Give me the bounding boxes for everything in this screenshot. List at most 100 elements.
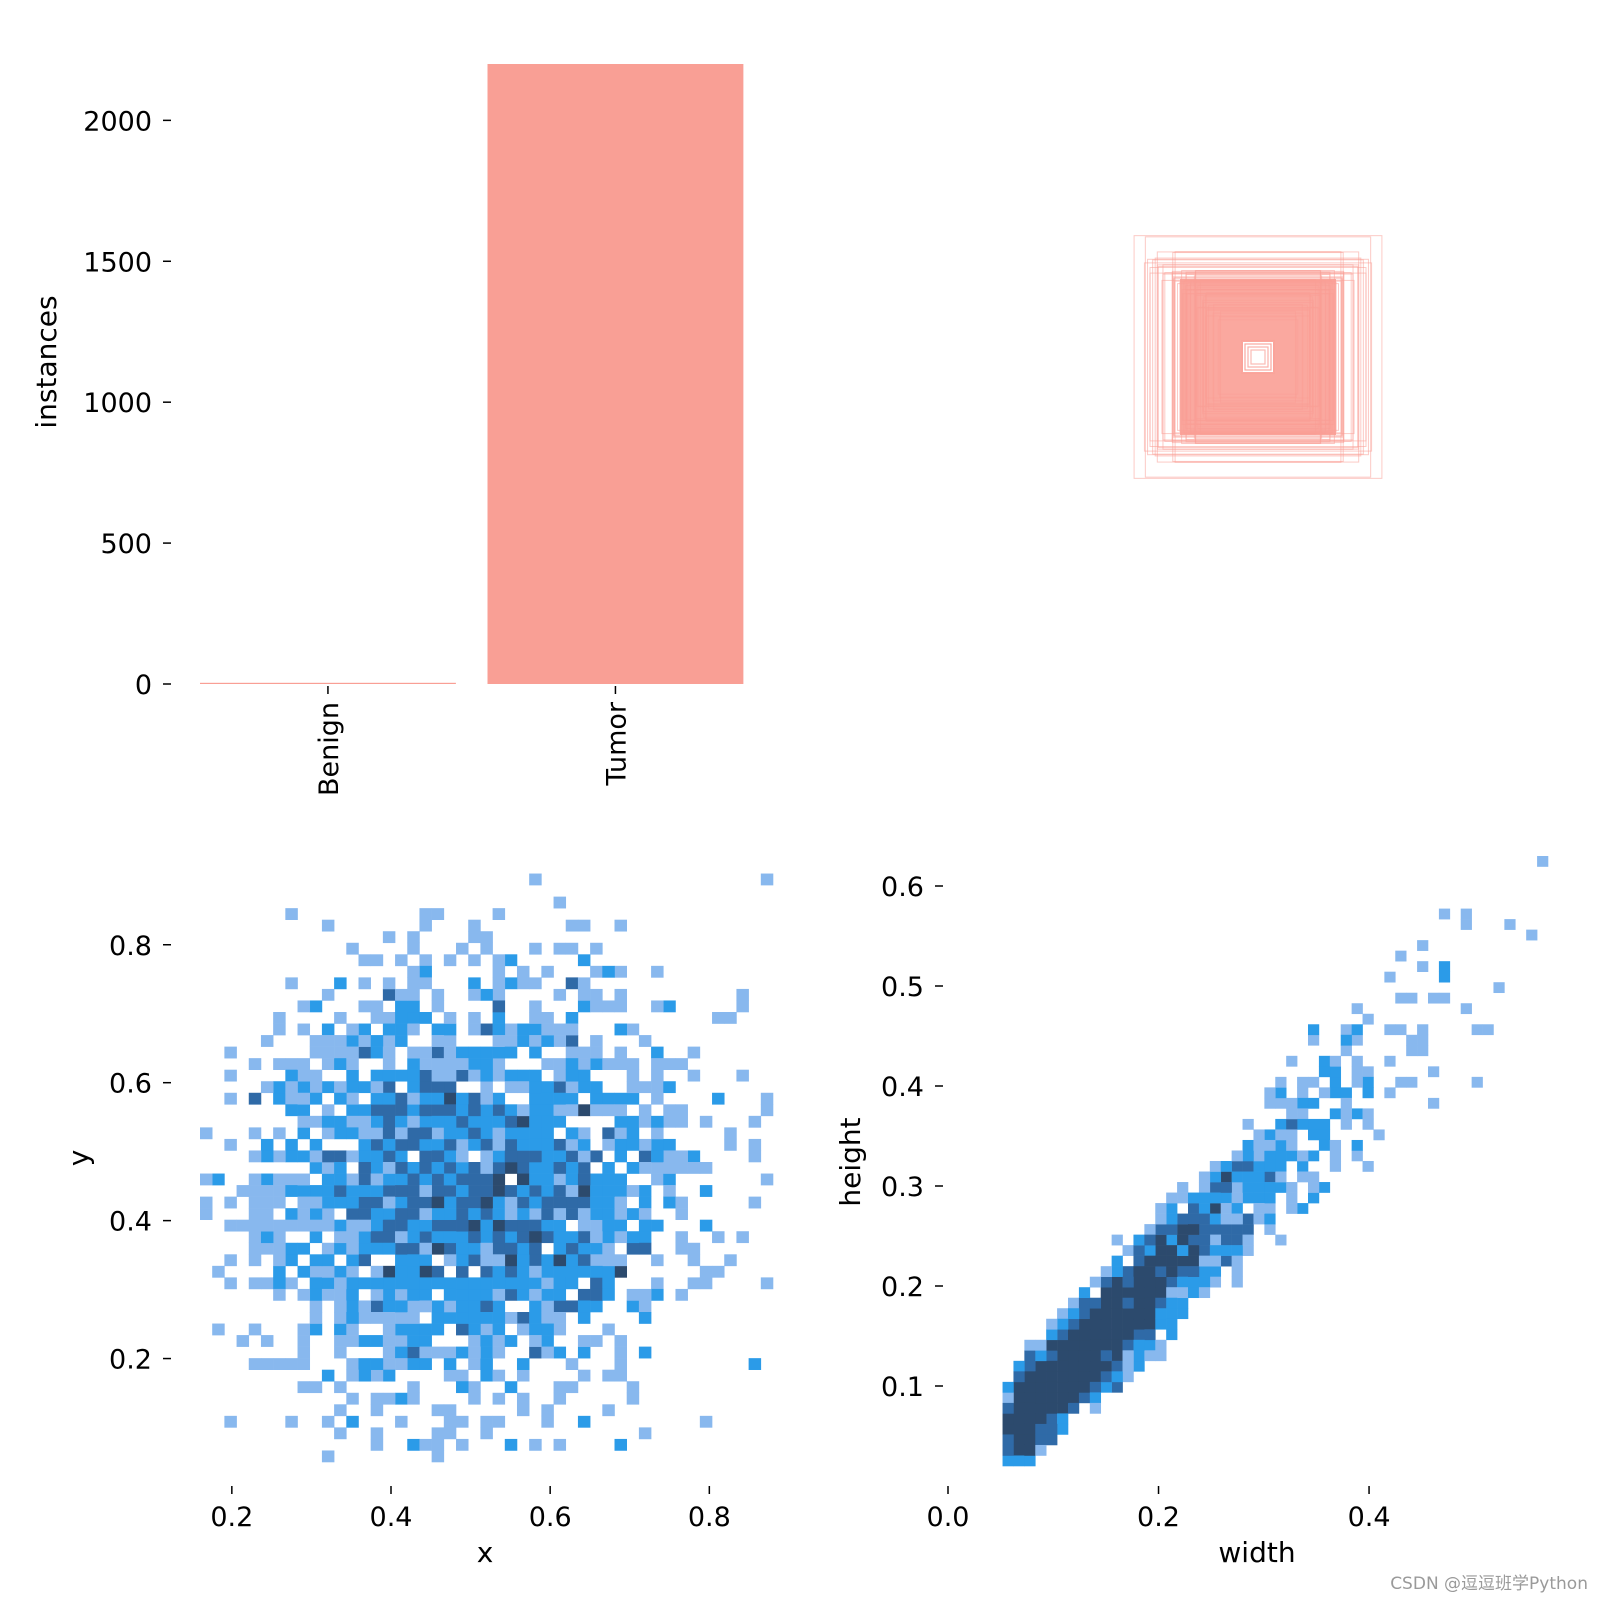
heatmap-cell [577, 954, 591, 967]
heatmap-cell [565, 1012, 579, 1024]
heatmap-cell [370, 1092, 384, 1105]
heatmap-cell [1362, 1076, 1374, 1088]
heatmap-cell [468, 931, 481, 944]
ytick-label: 0.4 [109, 1207, 152, 1238]
heatmap-cell [1351, 1076, 1363, 1088]
heatmap-cell [346, 1023, 359, 1036]
heatmap-cell [285, 1254, 298, 1267]
ytick-label: 0.5 [881, 972, 924, 1003]
heatmap-cell [614, 1254, 628, 1267]
box-outline [1219, 316, 1297, 398]
heatmap-cell [1220, 1182, 1232, 1193]
heatmap-cell [1177, 1297, 1189, 1309]
heatmap-cell [1002, 1455, 1014, 1467]
heatmap-cell [407, 1046, 420, 1059]
heatmap-cell [602, 1138, 615, 1151]
heatmap-cell [565, 1185, 579, 1197]
heatmap-cell [431, 1162, 445, 1174]
heatmap-cell [1209, 1203, 1222, 1214]
heatmap-cell [419, 965, 432, 978]
heatmap-cell [1242, 1224, 1254, 1235]
heatmap-cell [1089, 1381, 1102, 1393]
heatmap-cell [1384, 1055, 1396, 1067]
heatmap-cell [346, 1208, 359, 1220]
heatmap-cell [395, 1035, 408, 1047]
heatmap-cell [1133, 1297, 1145, 1309]
heatmap-cell [407, 1242, 420, 1255]
heatmap-cell [492, 1335, 506, 1347]
box-outline [1217, 319, 1299, 395]
heatmap-cell [1046, 1402, 1058, 1414]
heatmap-cell [1177, 1234, 1189, 1246]
heatmap-cell [1231, 1171, 1243, 1183]
heatmap-cell [443, 1242, 457, 1255]
heatmap-cell [590, 1288, 603, 1301]
heatmap-cell [1111, 1350, 1123, 1362]
heatmap-cell [565, 1231, 579, 1244]
heatmap-cell [1340, 1118, 1352, 1130]
heatmap-cell [1002, 1423, 1014, 1435]
heatmap-cell [1264, 1161, 1276, 1172]
xtick-label: 0.6 [529, 1502, 572, 1533]
heatmap-cell [236, 1335, 250, 1347]
heatmap-cell [358, 1254, 371, 1267]
heatmap-cell [443, 1012, 457, 1024]
heatmap-cell [273, 1242, 286, 1255]
heatmap-cell [395, 1254, 408, 1267]
heatmap-cell [1220, 1171, 1232, 1183]
heatmap-cell [1438, 971, 1451, 983]
heatmap-cell [480, 1427, 493, 1440]
heatmap-cell [468, 988, 481, 1001]
heatmap-cell [626, 1081, 640, 1094]
heatmap-cell [443, 1092, 457, 1105]
heatmap-cell [382, 1023, 396, 1036]
heatmap-cell [346, 1104, 359, 1117]
heatmap-cell [1209, 1224, 1222, 1235]
heatmap-cell [602, 1265, 615, 1278]
heatmap-cell [492, 1127, 506, 1140]
heatmap-cell [395, 1415, 408, 1428]
heatmap-cell [431, 1404, 445, 1417]
heatmap-cell [346, 1127, 359, 1140]
heatmap-cell [285, 1069, 298, 1082]
heatmap-cell [456, 1242, 469, 1255]
heatmap-cell [577, 1288, 591, 1301]
heatmap-cell [602, 965, 615, 978]
heatmap-cell [382, 1392, 396, 1405]
heatmap-cell [602, 1127, 615, 1140]
heatmap-cell [1264, 1097, 1276, 1109]
heatmap-cell [541, 1254, 554, 1267]
heatmap-cell [1231, 1266, 1243, 1277]
heatmap-cell [346, 1173, 359, 1186]
heatmap-cell [1144, 1234, 1156, 1246]
heatmap-cell [699, 1115, 713, 1128]
heatmap-cell [395, 1242, 408, 1255]
heatmap-cell [419, 1323, 432, 1336]
heatmap-cell [480, 988, 493, 1001]
heatmap-cell [273, 1277, 286, 1290]
heatmap-cell [590, 1173, 603, 1186]
heatmap-cell [1351, 1003, 1363, 1015]
heatmap-cell [1155, 1245, 1167, 1256]
heatmap-cell [577, 988, 591, 1001]
heatmap-cell [309, 1277, 323, 1290]
heatmap-cell [516, 1173, 530, 1186]
heatmap-cell [553, 942, 567, 955]
heatmap-cell [1242, 1118, 1254, 1130]
heatmap-cell [1308, 1171, 1320, 1183]
heatmap-cell [504, 1104, 518, 1117]
heatmap-cell [516, 1185, 530, 1197]
heatmap-cell [638, 1185, 652, 1197]
bar-ylabel: instances [30, 295, 63, 428]
heatmap-cell [577, 1081, 591, 1094]
heatmap-cell [590, 1104, 603, 1117]
heatmap-cell [443, 1150, 457, 1163]
heatmap-cell [541, 1058, 554, 1070]
heatmap-cell [297, 1288, 311, 1301]
heatmap-cell [273, 1231, 286, 1244]
heatmap-cell [1318, 1182, 1331, 1193]
heatmap-cell [1144, 1245, 1156, 1256]
heatmap-cell [1046, 1423, 1058, 1435]
heatmap-cell [456, 1346, 469, 1359]
heatmap-cell [309, 1208, 323, 1220]
